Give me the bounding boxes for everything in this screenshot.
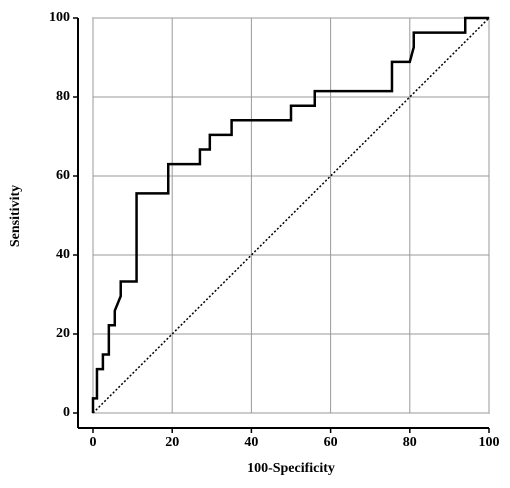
y-axis-label: Sensitivity: [8, 185, 23, 247]
x-tick-label: 40: [244, 435, 258, 450]
plot-frame: [92, 17, 490, 414]
x-tick-label: 0: [90, 435, 97, 450]
x-tick-label: 80: [403, 435, 417, 450]
y-tick-label: 20: [56, 326, 70, 341]
y-tick-label: 40: [56, 247, 70, 262]
y-tick-label: 80: [56, 89, 70, 104]
roc-curve: [91, 16, 489, 413]
y-tick-label: 60: [56, 168, 70, 183]
x-axis-label: 100-Specificity: [247, 461, 335, 476]
x-tick-label: 20: [165, 435, 179, 450]
x-tick-label: 100: [479, 435, 500, 450]
reference-line: [92, 17, 490, 414]
y-tick-label: 100: [49, 10, 70, 25]
y-tick-label: 0: [63, 405, 70, 420]
x-tick-label: 60: [324, 435, 338, 450]
